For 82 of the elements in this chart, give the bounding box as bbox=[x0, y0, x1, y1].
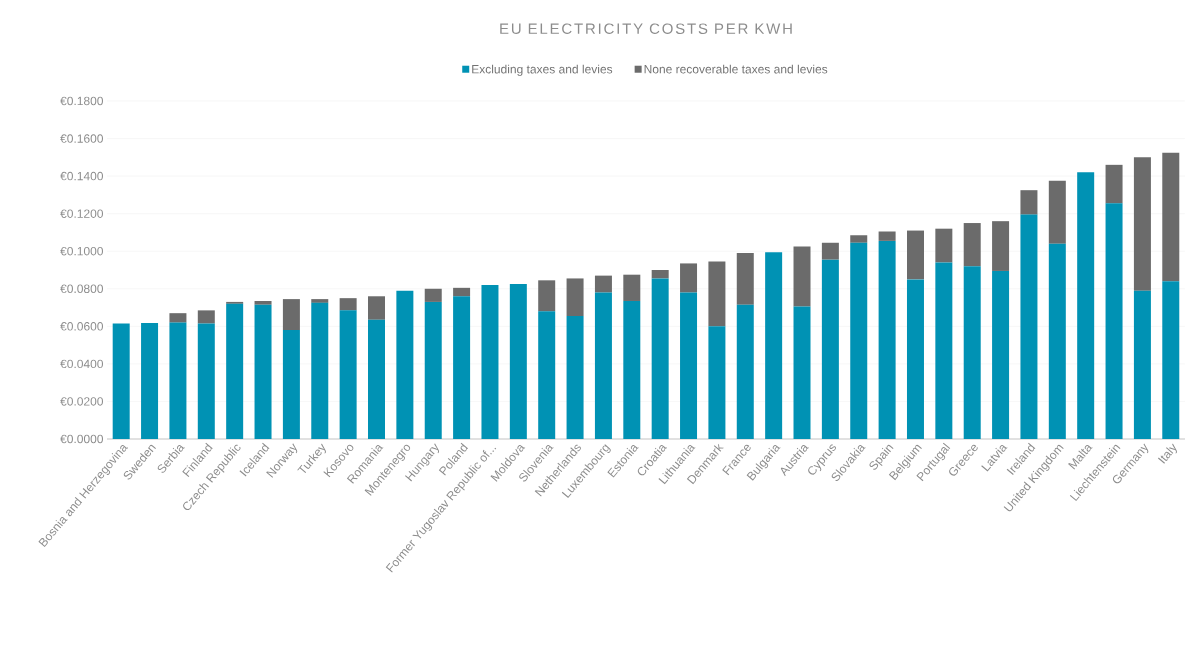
y-tick-label: €0.1600 bbox=[60, 134, 104, 143]
bar bbox=[197, 323, 215, 439]
bar bbox=[736, 253, 754, 305]
bar bbox=[850, 242, 868, 439]
bar bbox=[311, 299, 329, 303]
bar bbox=[254, 304, 272, 439]
bar bbox=[623, 274, 641, 301]
bar bbox=[282, 299, 300, 331]
bar bbox=[311, 302, 329, 439]
bar bbox=[254, 300, 272, 305]
bar bbox=[963, 266, 981, 439]
bar bbox=[1105, 203, 1123, 439]
y-tick-label: €0.1000 bbox=[60, 246, 104, 256]
bar bbox=[566, 316, 584, 439]
bar bbox=[821, 259, 839, 439]
bar bbox=[1048, 180, 1066, 244]
bar bbox=[169, 322, 187, 439]
y-tick-label: €0.0400 bbox=[60, 359, 104, 369]
bar bbox=[992, 270, 1010, 439]
bar bbox=[566, 278, 584, 316]
legend-label: None recoverable taxes and levies bbox=[644, 64, 828, 74]
y-tick-label: €0.1200 bbox=[60, 209, 104, 218]
bar bbox=[651, 278, 669, 439]
bar bbox=[623, 300, 641, 439]
bar bbox=[651, 269, 669, 279]
bar bbox=[708, 326, 726, 439]
bar bbox=[141, 322, 159, 439]
bar bbox=[878, 231, 896, 241]
bar bbox=[1105, 164, 1123, 204]
bar bbox=[680, 292, 698, 439]
bar bbox=[1048, 243, 1066, 439]
bar bbox=[963, 223, 981, 267]
bar bbox=[453, 296, 471, 439]
bar bbox=[282, 330, 300, 439]
bar bbox=[1133, 290, 1151, 439]
bar bbox=[1020, 214, 1038, 439]
bar bbox=[708, 261, 726, 327]
bar bbox=[793, 246, 811, 307]
bar bbox=[396, 290, 414, 439]
bar bbox=[935, 228, 953, 263]
bar bbox=[1077, 172, 1095, 439]
bar bbox=[594, 292, 612, 439]
bar bbox=[368, 296, 385, 320]
bar bbox=[1020, 190, 1038, 215]
bar bbox=[453, 287, 471, 297]
y-tick-label: €0.0200 bbox=[60, 397, 104, 406]
bar bbox=[736, 304, 754, 439]
bar bbox=[339, 310, 357, 439]
bar bbox=[368, 319, 385, 439]
bar bbox=[992, 221, 1010, 271]
bar bbox=[339, 298, 357, 311]
legend-label: Excluding taxes and levies bbox=[472, 64, 613, 76]
x-tick-label: Italy bbox=[1157, 443, 1177, 464]
bar bbox=[226, 303, 244, 439]
bar bbox=[197, 310, 215, 324]
bar bbox=[1133, 157, 1151, 291]
bar bbox=[424, 301, 442, 439]
bar bbox=[906, 230, 924, 280]
bar bbox=[680, 263, 698, 293]
bar bbox=[821, 242, 839, 260]
bar bbox=[850, 235, 868, 243]
bar bbox=[935, 262, 953, 439]
chart-title: EU ELECTRICITY COSTS PER KWH bbox=[500, 23, 792, 34]
bar bbox=[424, 288, 442, 302]
bar bbox=[793, 306, 811, 439]
bar bbox=[481, 285, 499, 439]
bar bbox=[594, 275, 612, 293]
bar bbox=[538, 280, 556, 312]
bar bbox=[906, 279, 924, 439]
bar bbox=[1162, 152, 1180, 282]
y-tick-label: €0.0600 bbox=[60, 322, 104, 331]
bar bbox=[878, 240, 896, 439]
y-tick-label: €0.0800 bbox=[60, 284, 104, 294]
y-tick-label: €0.1400 bbox=[60, 171, 104, 181]
bar bbox=[112, 323, 130, 439]
bar bbox=[1162, 281, 1180, 439]
bar bbox=[765, 252, 783, 439]
bar bbox=[538, 311, 556, 439]
y-tick-label: €0.0000 bbox=[60, 434, 104, 444]
y-tick-label: €0.1800 bbox=[60, 96, 104, 106]
bar bbox=[169, 313, 187, 323]
bar bbox=[509, 284, 527, 439]
